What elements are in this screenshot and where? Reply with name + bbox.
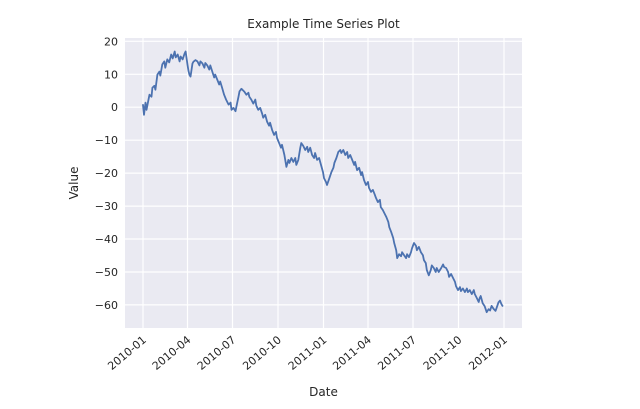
x-tick-label: 2012-01	[466, 333, 510, 373]
x-tick-labels: 2010-01 2010-04 2010-07 2010-10 2011-01 2011-…	[105, 333, 510, 373]
x-tick-label: 2010-10	[240, 333, 284, 373]
y-axis-label: Value	[67, 167, 81, 200]
y-tick-label: −30	[95, 200, 118, 213]
chart-title: Example Time Series Plot	[247, 17, 400, 31]
x-tick-label: 2010-07	[195, 333, 239, 373]
y-tick-label: −20	[95, 167, 118, 180]
x-tick-label: 2011-01	[286, 333, 330, 373]
x-tick-label: 2011-04	[330, 333, 374, 373]
y-tick-label: 20	[104, 35, 118, 48]
x-tick-label: 2011-07	[375, 333, 419, 373]
y-tick-label: −50	[95, 266, 118, 279]
y-tick-labels: 20 10 0 −10 −20 −30 −40 −50 −60	[95, 35, 118, 312]
x-tick-label: 2010-04	[150, 333, 194, 373]
x-tick-label: 2010-01	[105, 333, 149, 373]
y-tick-label: −10	[95, 134, 118, 147]
line-series	[142, 50, 504, 314]
y-tick-label: 10	[104, 68, 118, 81]
y-tick-label: −60	[95, 299, 118, 312]
y-tick-label: 0	[111, 101, 118, 114]
y-tick-label: −40	[95, 233, 118, 246]
x-axis-label: Date	[309, 385, 338, 399]
x-tick-label: 2011-10	[421, 333, 465, 373]
